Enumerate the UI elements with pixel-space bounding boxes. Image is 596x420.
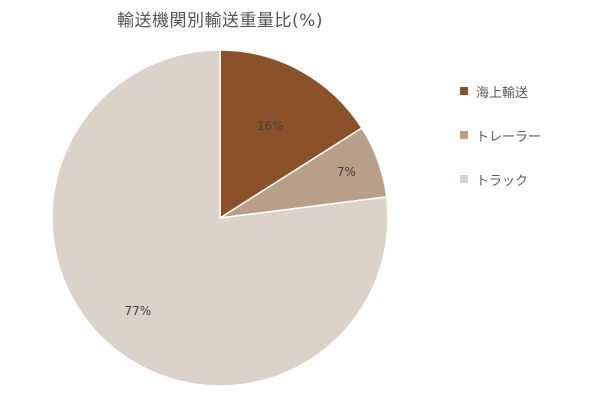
pie-slices: [51, 49, 389, 387]
data-label-truck: 77%: [124, 304, 151, 318]
chart-title: 輸送機関別輸送重量比(%): [117, 11, 323, 31]
pie-slice-sea: [219, 49, 363, 220]
legend-item-sea: 海上輸送: [460, 82, 590, 101]
pie-data-labels: 16% 7% 77%: [124, 119, 356, 318]
legend-item-truck: トラック: [460, 170, 590, 189]
legend-swatch-truck: [460, 175, 468, 183]
legend: 海上輸送 トレーラー トラック: [460, 82, 590, 214]
legend-label-truck: トラック: [476, 173, 529, 189]
data-label-trailer: 7%: [337, 165, 356, 179]
legend-swatch-sea: [460, 87, 468, 95]
legend-swatch-trailer: [460, 131, 468, 139]
legend-label-sea: 海上輸送: [476, 85, 529, 101]
data-label-sea: 16%: [257, 119, 284, 133]
legend-item-trailer: トレーラー: [460, 126, 590, 145]
legend-label-trailer: トレーラー: [476, 129, 542, 145]
pie-slice-truck: [51, 49, 389, 387]
